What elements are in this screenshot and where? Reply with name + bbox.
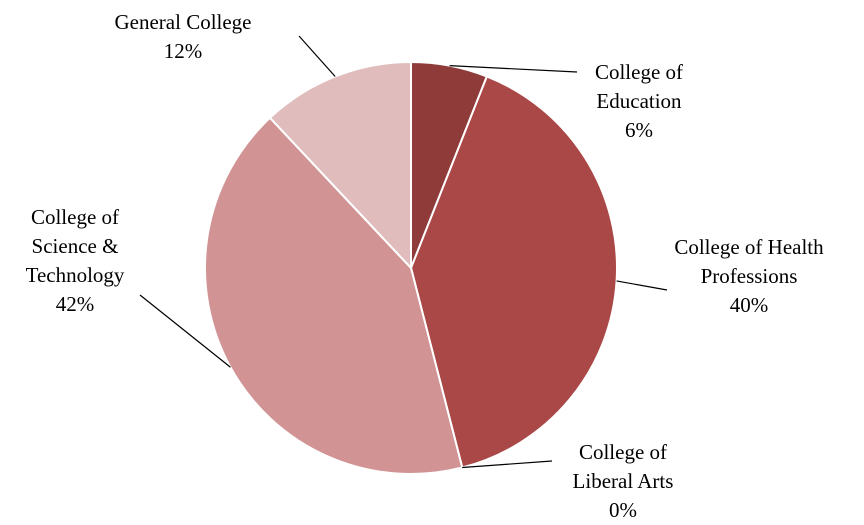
slice-label-line: General College [114,10,251,34]
slice-label-college-of-liberal-arts: College of Liberal Arts 0% [573,440,674,522]
slice-label-line: College of [595,60,683,84]
slice-label-line: Professions [701,264,798,288]
slice-label-line: Science & [32,234,119,258]
slice-label-line: Technology [26,263,125,287]
slice-label-college-of-education: College of Education 6% [595,60,683,142]
leader-line-college-of-health-professions [617,281,667,290]
pie-slices [205,62,617,474]
slice-label-general-college: General College 12% [114,10,251,63]
slice-label-college-of-science-technology: College of Science & Technology 42% [26,205,125,316]
slice-label-line: College of Health [674,235,824,259]
slice-label-line: Liberal Arts [573,469,674,493]
slice-label-college-of-health-professions: College of Health Professions 40% [674,235,824,317]
slice-percent: 42% [56,292,95,316]
slice-percent: 6% [625,118,653,142]
slice-percent: 12% [164,39,203,63]
slice-label-line: Education [596,89,682,113]
slice-percent: 40% [730,293,769,317]
leader-line-general-college [299,36,335,76]
slice-percent: 0% [609,498,637,522]
slice-label-line: College of [31,205,119,229]
slice-label-line: College of [579,440,667,464]
